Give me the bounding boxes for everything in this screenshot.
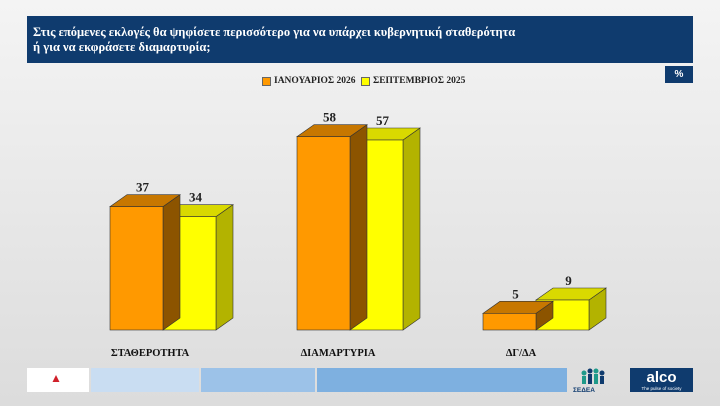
left-logo-icon: [51, 375, 61, 385]
category-label-dk-na: ΔΓ/ΔΑ: [505, 348, 537, 359]
legend-label-series-2: ΣΕΠΤΕΜΒΡΙΟΣ 2025: [373, 76, 466, 86]
category-label-stability: ΣΤΑΘΕΡΟΤΗΤΑ: [110, 348, 190, 359]
brand-name: alco: [646, 369, 677, 386]
bar-s1-c3: [482, 313, 537, 331]
value-label-s1-c1: 37: [136, 180, 150, 195]
bar-s1-c2: [296, 136, 351, 331]
footer-segment-2: [91, 368, 199, 392]
value-label-s2-c3: 9: [565, 273, 572, 288]
footer-segment-4: [317, 368, 567, 392]
legend-item-series-1: ΙΑΝΟΥΑΡΙΟΣ 2026: [262, 76, 356, 86]
value-label-s1-c3: 5: [512, 286, 519, 301]
chart-legend: ΙΑΝΟΥΑΡΙΟΣ 2026 ΣΕΠΤΕΜΒΡΙΟΣ 2025: [0, 76, 720, 90]
value-label-s2-c2: 57: [376, 113, 390, 128]
legend-label-series-1: ΙΑΝΟΥΑΡΙΟΣ 2026: [274, 76, 356, 86]
question-line-1: Στις επόμενες εκλογές θα ψηφίσετε περισσ…: [33, 25, 516, 39]
brand-tagline: The pulse of society: [641, 386, 682, 391]
partner-name: ΣΕΔΕΑ: [573, 387, 595, 394]
value-label-s2-c1: 34: [189, 190, 203, 205]
legend-swatch-series-2: [361, 76, 370, 86]
bar-side-s2-c2: [402, 127, 421, 331]
category-label-protest: ΔΙΑΜΑΡΤΥΡΙΑ: [300, 348, 376, 359]
brand-logo: alco The pulse of society: [630, 368, 693, 392]
value-label-s1-c2: 58: [323, 110, 337, 125]
question-header: Στις επόμενες εκλογές θα ψηφίσετε περισσ…: [27, 16, 693, 63]
bar-side-s1-c2: [349, 124, 368, 331]
legend-swatch-series-1: [262, 76, 271, 86]
legend-item-series-2: ΣΕΠΤΕΜΒΡΙΟΣ 2025: [361, 76, 465, 86]
bar-side-s2-c1: [215, 204, 234, 331]
bar-side-s1-c1: [162, 194, 181, 331]
footer-segment-3: [201, 368, 315, 392]
bar-s1-c1: [109, 206, 164, 331]
percent-badge: %: [665, 66, 693, 83]
question-line-2: ή για να εκφράσετε διαμαρτυρία;: [33, 40, 211, 54]
people-icon: [581, 368, 605, 384]
